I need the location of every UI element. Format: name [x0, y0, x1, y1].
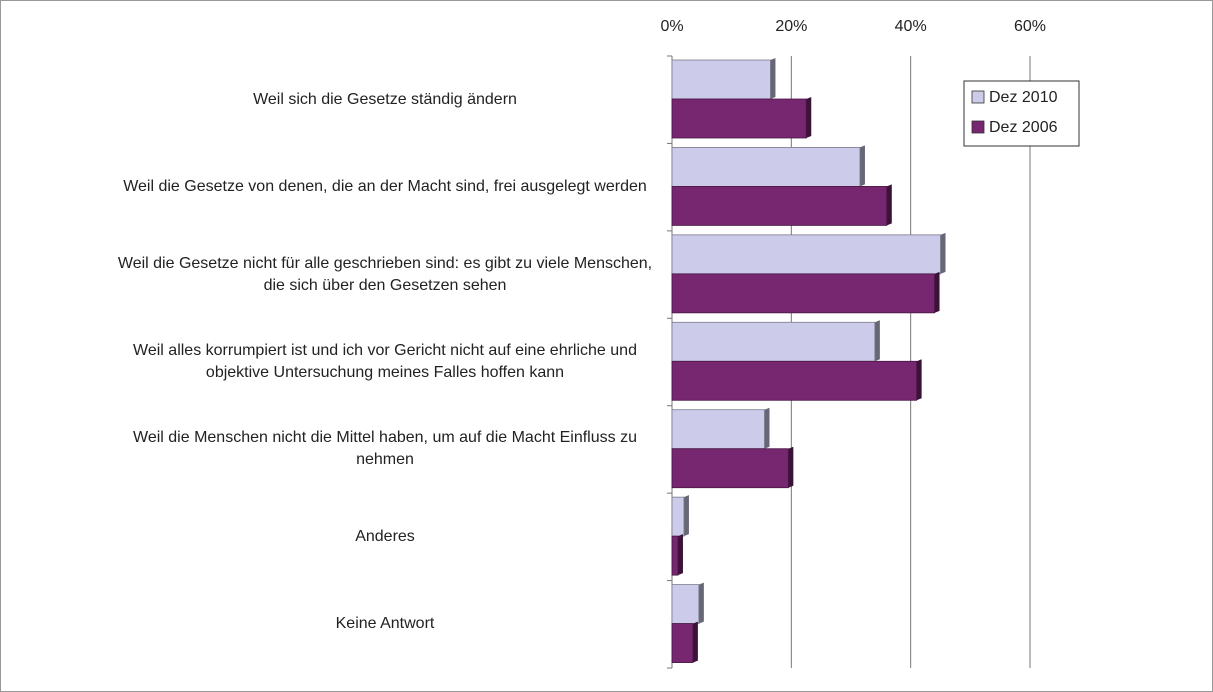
bar-depth: [677, 534, 683, 576]
bar: [671, 448, 789, 489]
bar-depth: [859, 145, 865, 187]
legend-swatch: [971, 90, 985, 104]
bar-depth: [934, 271, 940, 313]
bar-depth: [698, 582, 704, 624]
bar-depth: [764, 407, 770, 449]
x-tick-label: 40%: [895, 18, 927, 35]
bar: [671, 623, 694, 663]
category-label: Weil alles korrumpiert ist und ich vor G…: [133, 341, 637, 381]
bar: [671, 584, 700, 624]
bar-depth: [916, 359, 922, 401]
bar-depth: [940, 232, 946, 274]
bar: [671, 98, 807, 139]
category-label: Weil die Menschen nicht die Mittel haben…: [133, 429, 637, 469]
legend-label: Dez 2010: [989, 89, 1058, 106]
bar-depth: [806, 97, 812, 138]
bar: [671, 234, 941, 275]
legend-swatch: [971, 120, 985, 134]
bar: [671, 186, 888, 226]
bar: [671, 496, 685, 537]
bar: [671, 409, 765, 450]
category-label: Anderes: [355, 527, 415, 545]
category-label: Weil die Gesetze nicht für alle geschrie…: [117, 254, 653, 294]
bar-depth: [874, 320, 880, 362]
bar-depth: [683, 495, 689, 537]
category-label: Weil die Gesetze von denen, die an der M…: [123, 178, 647, 196]
bar-depth: [692, 621, 698, 663]
legend-label: Dez 2006: [989, 119, 1058, 136]
bar-depth: [770, 58, 776, 99]
x-tick-label: 60%: [1014, 18, 1046, 35]
category-label: Weil sich die Gesetze ständig ändern: [253, 90, 517, 108]
bar: [671, 273, 935, 314]
bar: [671, 59, 771, 100]
x-tick-label: 20%: [775, 18, 807, 35]
bar: [671, 147, 861, 187]
category-label: Keine Antwort: [335, 615, 435, 633]
bar: [671, 360, 918, 401]
bar: [671, 321, 876, 362]
bar-depth: [788, 446, 794, 488]
bar: [671, 535, 679, 576]
x-tick-label: 0%: [660, 18, 683, 35]
bar-depth: [886, 184, 892, 226]
